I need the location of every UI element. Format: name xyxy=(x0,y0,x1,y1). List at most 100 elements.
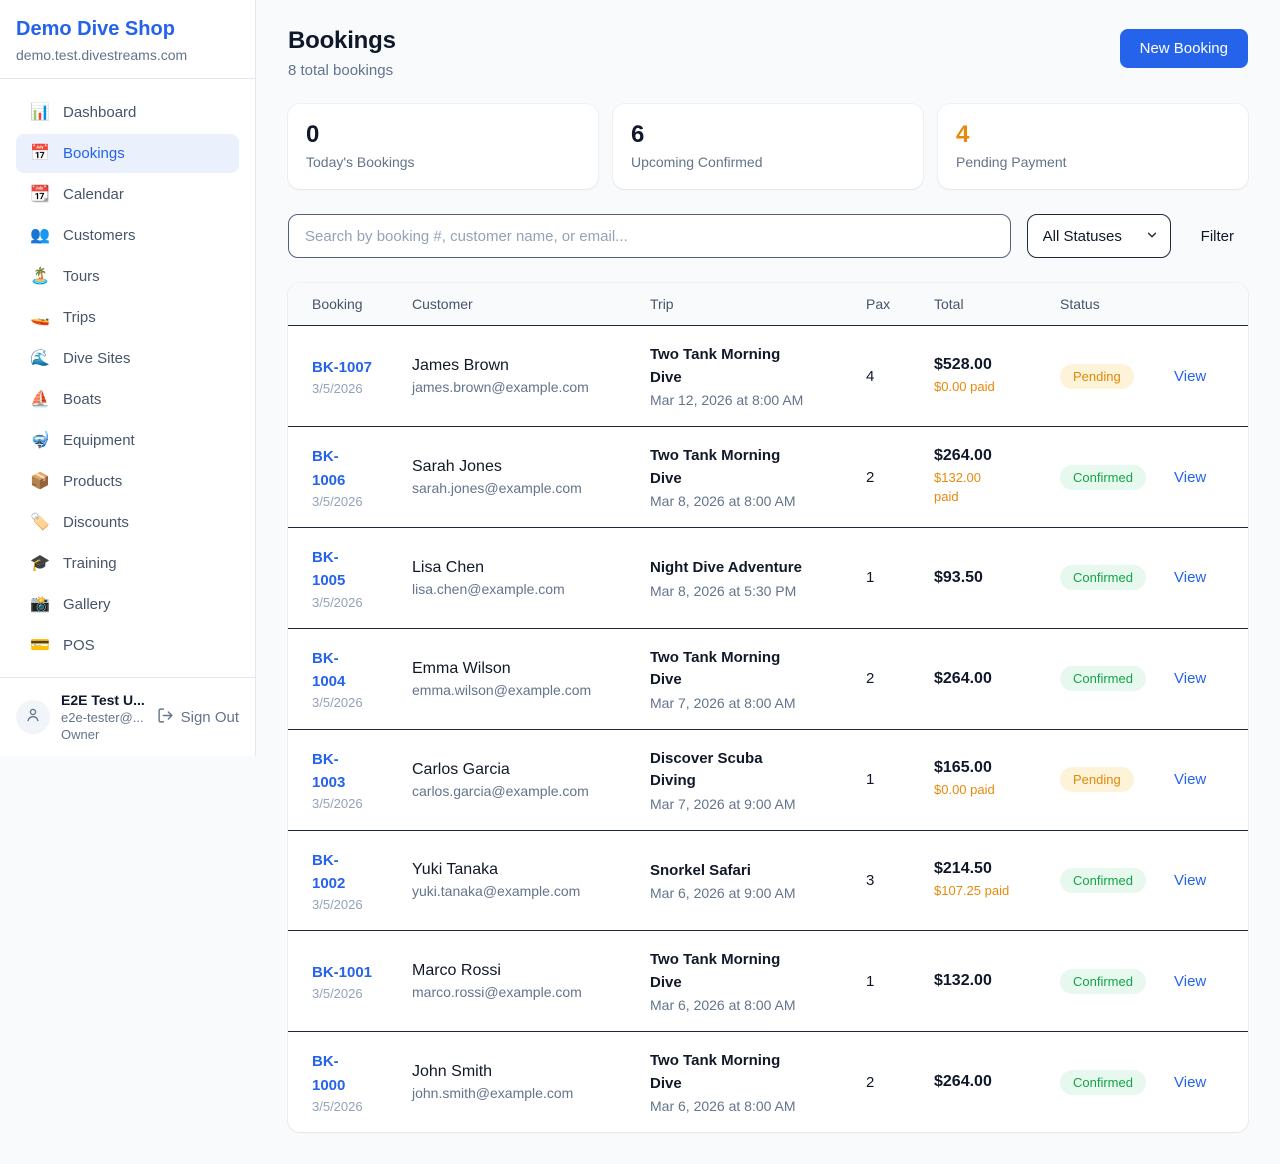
status-badge: Pending xyxy=(1060,363,1134,389)
user-role: Owner xyxy=(61,727,100,742)
trip-name: Two Tank Morning Dive xyxy=(650,951,781,991)
booking-date: 3/5/2026 xyxy=(312,493,363,509)
status-badge: Confirmed xyxy=(1060,464,1146,490)
shop-name: Demo Dive Shop xyxy=(16,18,175,40)
table-row: BK- 1006 3/5/2026 Sarah Jones sarah.jone… xyxy=(288,426,1248,528)
pax-count: 3 xyxy=(866,871,875,889)
status-select[interactable]: All Statuses xyxy=(1026,214,1171,258)
customer-name: Carlos Garcia xyxy=(412,760,510,778)
column-header-booking: Booking xyxy=(288,283,400,326)
trip-datetime: Mar 7, 2026 at 9:00 AM xyxy=(650,795,796,812)
gallery-icon: 📸 xyxy=(30,595,50,613)
sidebar-item-dive-sites[interactable]: 🌊 Dive Sites xyxy=(30,349,131,367)
customer-email: james.brown@example.com xyxy=(412,379,589,395)
equipment-icon: 🤿 xyxy=(30,431,50,449)
booking-number-link[interactable]: BK- 1003 xyxy=(312,750,346,791)
page-subtitle: 8 total bookings xyxy=(288,62,394,79)
trip-name: Snorkel Safari xyxy=(650,861,751,879)
sidebar-item-boats[interactable]: ⛵ Boats xyxy=(30,390,102,408)
customer-email: john.smith@example.com xyxy=(412,1085,574,1101)
sidebar-item-dashboard[interactable]: 📊 Dashboard xyxy=(30,103,137,121)
booking-number-link[interactable]: BK- 1000 xyxy=(312,1053,346,1094)
sidebar-header: Demo Dive Shop demo.test.divestreams.com xyxy=(0,0,255,79)
view-link[interactable]: View xyxy=(1174,771,1207,788)
table-row: BK- 1005 3/5/2026 Lisa Chen lisa.chen@ex… xyxy=(288,527,1248,629)
booking-date: 3/5/2026 xyxy=(312,381,363,397)
customers-icon: 👥 xyxy=(30,226,50,244)
view-link[interactable]: View xyxy=(1174,569,1207,587)
customer-email: lisa.chen@example.com xyxy=(412,580,565,597)
sidebar-item-discounts[interactable]: 🏷️ Discounts xyxy=(30,513,129,531)
status-badge: Confirmed xyxy=(1060,1069,1146,1095)
filter-row: All Statuses Filter xyxy=(288,214,1248,258)
shop-domain: demo.test.divestreams.com xyxy=(16,47,188,63)
stat-value: 4 xyxy=(956,121,970,148)
bookings-table-card: Booking Customer Trip Pax Total Status B… xyxy=(288,283,1248,1132)
booking-number-link[interactable]: BK- 1004 xyxy=(312,649,346,690)
view-link[interactable]: View xyxy=(1174,670,1207,687)
booking-number-link[interactable]: BK- 1006 xyxy=(312,448,346,489)
view-link[interactable]: View xyxy=(1174,367,1207,385)
paid-amount: $0.00 paid xyxy=(934,378,995,394)
trip-datetime: Mar 12, 2026 at 8:00 AM xyxy=(650,392,804,408)
trip-datetime: Mar 6, 2026 at 8:00 AM xyxy=(650,1098,796,1114)
trip-datetime: Mar 6, 2026 at 8:00 AM xyxy=(650,997,796,1013)
sidebar-item-tours[interactable]: 🏝️ Tours xyxy=(30,267,100,285)
status-badge: Confirmed xyxy=(1060,968,1146,994)
total-amount: $264.00 xyxy=(934,669,992,687)
column-header-customer: Customer xyxy=(400,283,638,326)
bookings-icon: 📅 xyxy=(30,144,50,162)
booking-number-link[interactable]: BK-1007 xyxy=(312,358,373,376)
customer-name: Lisa Chen xyxy=(412,558,485,576)
sign-out-icon xyxy=(157,707,174,728)
sidebar-item-gallery[interactable]: 📸 Gallery xyxy=(30,595,111,613)
booking-number-link[interactable]: BK- 1002 xyxy=(312,851,346,892)
search-input[interactable] xyxy=(288,214,1011,258)
table-header: Booking Customer Trip Pax Total Status xyxy=(288,283,1248,326)
customer-name: Emma Wilson xyxy=(412,659,511,677)
sign-out-button[interactable]: Sign Out xyxy=(157,707,239,728)
sidebar-item-pos[interactable]: 💳 POS xyxy=(30,636,95,654)
filter-button[interactable]: Filter xyxy=(1187,228,1248,245)
booking-date: 3/5/2026 xyxy=(312,986,363,1002)
sidebar-item-products[interactable]: 📦 Products xyxy=(30,472,123,490)
trip-name: Discover Scuba Diving xyxy=(650,749,763,790)
booking-number-link[interactable]: BK- 1005 xyxy=(312,549,346,590)
customer-name: Marco Rossi xyxy=(412,962,501,979)
trip-datetime: Mar 7, 2026 at 8:00 AM xyxy=(650,694,796,711)
new-booking-button[interactable]: New Booking xyxy=(1119,29,1248,68)
status-badge: Confirmed xyxy=(1060,666,1146,691)
column-header-pax: Pax xyxy=(854,283,922,326)
sidebar-item-training[interactable]: 🎓 Training xyxy=(30,554,117,572)
booking-date: 3/5/2026 xyxy=(312,897,363,912)
user-section: E2E Test U... e2e-tester@... Owner Sign … xyxy=(0,677,255,756)
view-link[interactable]: View xyxy=(1174,468,1207,486)
status-select-wrap: All Statuses xyxy=(1026,214,1171,258)
stat-label: Today's Bookings xyxy=(306,154,415,170)
view-link[interactable]: View xyxy=(1174,972,1207,990)
pax-count: 1 xyxy=(866,569,875,587)
view-link[interactable]: View xyxy=(1174,871,1207,889)
total-amount: $264.00 xyxy=(934,447,992,465)
status-badge: Confirmed xyxy=(1060,867,1146,893)
trip-name: Two Tank Morning Dive xyxy=(650,1052,781,1092)
sidebar-item-calendar[interactable]: 📆 Calendar xyxy=(30,185,124,203)
pax-count: 2 xyxy=(866,670,875,687)
table-row: BK-1007 3/5/2026 James Brown james.brown… xyxy=(288,325,1248,427)
status-badge: Pending xyxy=(1060,767,1134,792)
sidebar-item-equipment[interactable]: 🤿 Equipment xyxy=(30,431,135,449)
trips-icon: 🚤 xyxy=(30,308,50,326)
trip-name: Two Tank Morning Dive xyxy=(650,346,781,386)
booking-number-link[interactable]: BK-1001 xyxy=(312,963,373,981)
status-badge: Confirmed xyxy=(1060,565,1146,591)
stat-card-pending-payment: 4 Pending Payment xyxy=(938,104,1248,189)
view-link[interactable]: View xyxy=(1174,1073,1207,1091)
trip-datetime: Mar 8, 2026 at 5:30 PM xyxy=(650,582,797,599)
sidebar-item-customers[interactable]: 👥 Customers xyxy=(30,226,136,244)
tours-icon: 🏝️ xyxy=(30,267,50,285)
total-amount: $132.00 xyxy=(934,972,992,989)
sidebar-item-bookings[interactable]: 📅 Bookings xyxy=(16,134,239,173)
sign-out-label: Sign Out xyxy=(180,708,239,726)
sidebar-item-trips[interactable]: 🚤 Trips xyxy=(30,308,96,326)
column-header-total: Total xyxy=(922,283,1048,326)
